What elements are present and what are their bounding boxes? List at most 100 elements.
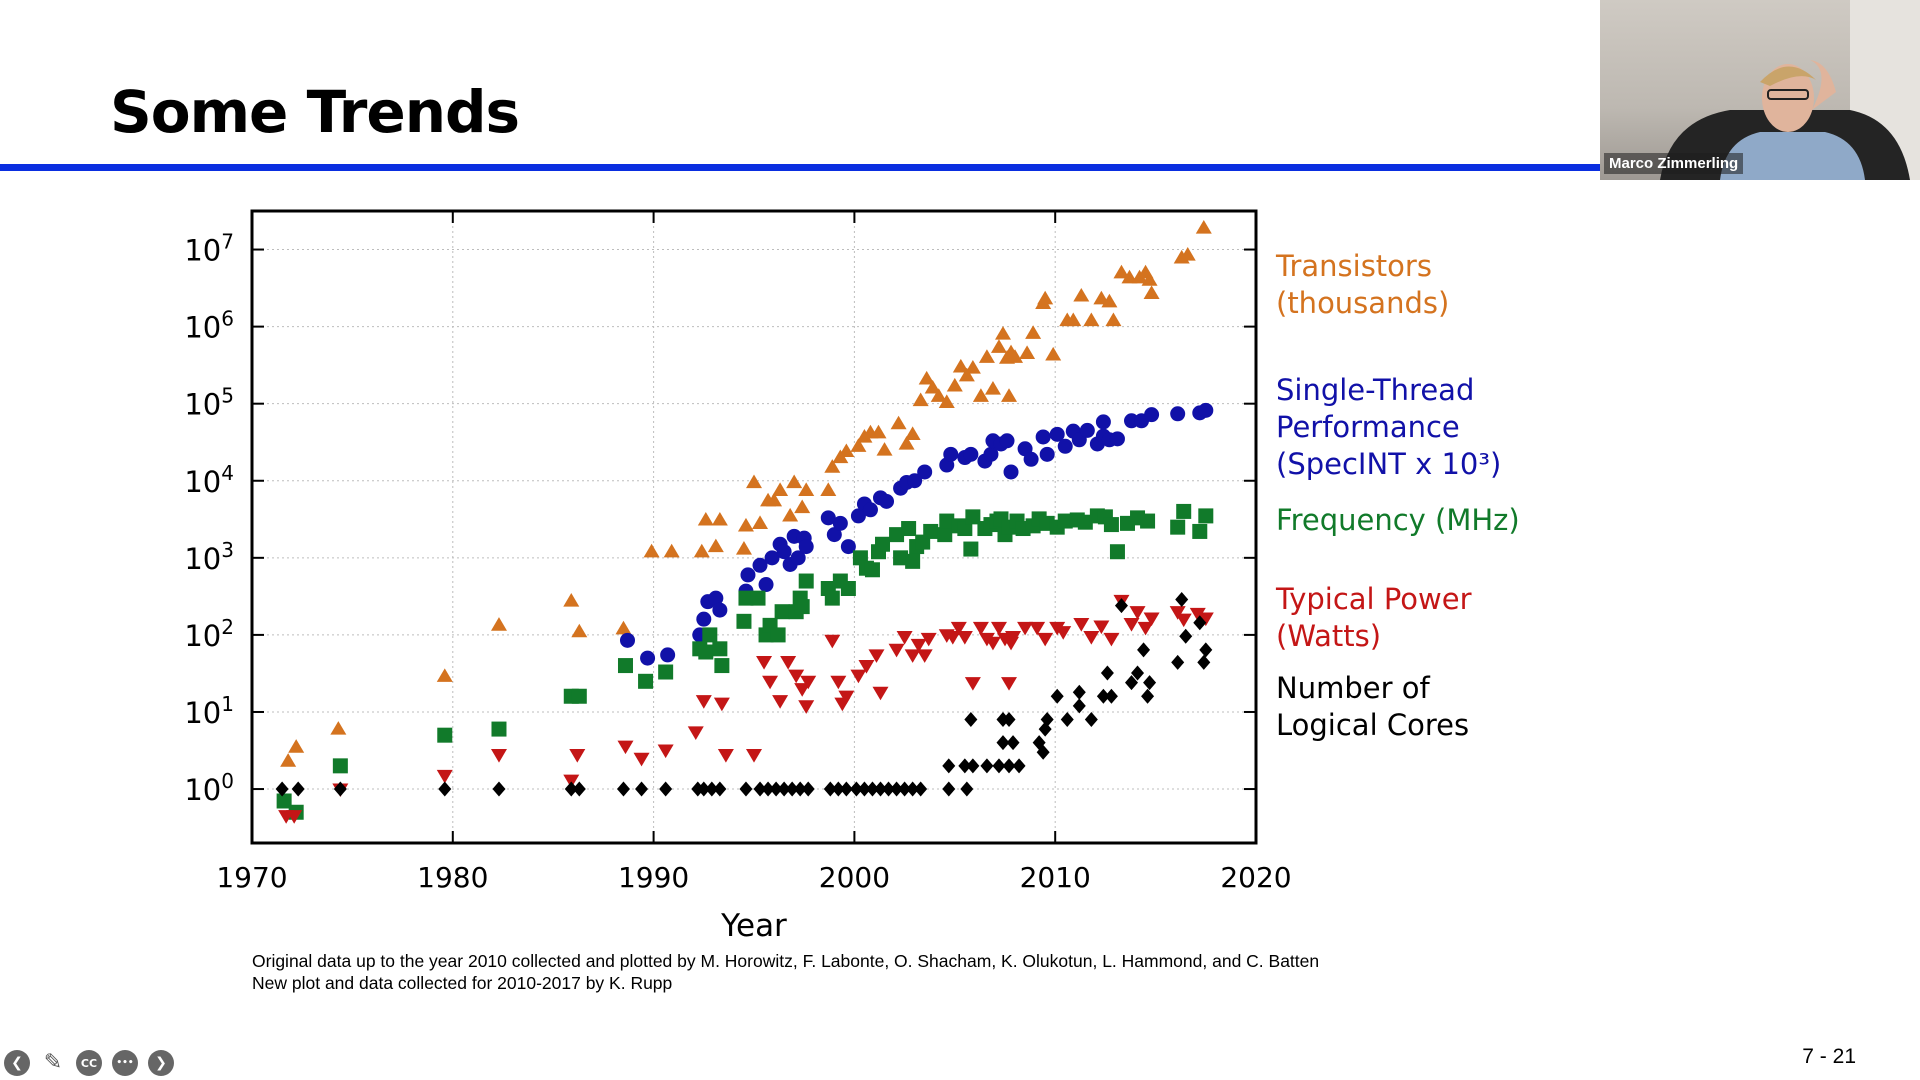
data-point (1189, 607, 1206, 622)
data-point (904, 426, 921, 440)
data-point (978, 349, 995, 363)
data-point (736, 613, 752, 629)
data-point (798, 573, 814, 589)
captions-icon[interactable]: CC (76, 1050, 102, 1076)
data-point (937, 527, 953, 543)
data-point (740, 567, 756, 583)
plot-frame (250, 209, 1258, 845)
data-point (708, 590, 724, 606)
next-icon[interactable]: ❯ (148, 1050, 174, 1076)
data-point (920, 632, 937, 647)
data-point (657, 744, 674, 759)
data-point (838, 690, 855, 705)
data-point (1049, 426, 1065, 442)
data-point (696, 611, 712, 627)
participant-video-tile[interactable]: Marco Zimmerling (1600, 0, 1920, 180)
data-point (698, 644, 714, 660)
data-point (826, 527, 842, 543)
data-point (939, 513, 955, 529)
data-point (832, 515, 848, 531)
pen-icon[interactable]: ✎ (43, 1050, 63, 1075)
data-point (275, 781, 289, 797)
data-point (780, 656, 797, 670)
data-point (753, 781, 767, 797)
data-point (291, 781, 305, 797)
data-point (918, 370, 935, 385)
data-point (1169, 606, 1186, 620)
data-point (1176, 503, 1192, 519)
data-point (865, 781, 879, 797)
data-point (1036, 744, 1050, 760)
data-point (1140, 513, 1156, 529)
data-point (490, 748, 507, 763)
data-point (1006, 735, 1020, 751)
data-point (1195, 220, 1212, 234)
data-point (914, 781, 928, 797)
more-icon[interactable]: ••• (112, 1050, 138, 1076)
data-point (746, 748, 762, 763)
data-point (1125, 675, 1139, 691)
data-point (1131, 665, 1145, 681)
page-number: 7 - 21 (1802, 1045, 1856, 1068)
data-point (901, 521, 917, 537)
data-point (1113, 264, 1130, 279)
data-point (638, 673, 654, 689)
data-point (1137, 642, 1151, 658)
data-point (906, 781, 920, 797)
data-point (713, 781, 727, 797)
data-point (1123, 618, 1140, 632)
data-point (707, 538, 724, 553)
data-point (1179, 628, 1193, 644)
data-point (840, 539, 856, 555)
data-point (1083, 631, 1100, 645)
data-point (563, 593, 580, 607)
data-point (1104, 688, 1118, 704)
data-point (950, 621, 967, 636)
data-point (893, 550, 909, 566)
data-point (1179, 246, 1196, 261)
data-point (1017, 621, 1034, 636)
data-point (879, 493, 895, 509)
series-3 (276, 503, 1214, 820)
data-point (1060, 711, 1074, 727)
data-point (1012, 758, 1026, 774)
legend-entry: Frequency (MHz) (1276, 503, 1520, 537)
data-point (564, 781, 578, 797)
data-point (964, 360, 981, 374)
data-point (705, 781, 719, 797)
data-point (824, 459, 841, 473)
data-point (1002, 711, 1016, 727)
data-point (758, 577, 774, 593)
x-tick-label: 1990 (618, 861, 689, 894)
data-point (794, 599, 810, 615)
data-point (839, 781, 853, 797)
series-2 (619, 402, 1214, 666)
data-point (1096, 688, 1110, 704)
data-point (957, 521, 973, 537)
data-point (1077, 514, 1093, 530)
data-point (868, 649, 885, 663)
prev-icon[interactable]: ❮ (4, 1050, 30, 1076)
data-point (800, 675, 817, 690)
data-point (888, 643, 905, 658)
data-point (643, 543, 660, 558)
data-point (633, 752, 650, 767)
data-point (1143, 285, 1160, 299)
data-point (785, 781, 799, 797)
data-point (1197, 654, 1211, 670)
credit-line-1: Original data up to the year 2010 collec… (252, 951, 1320, 971)
data-point (1109, 431, 1125, 447)
data-point (898, 781, 912, 797)
data-point (1192, 523, 1208, 539)
data-point (746, 474, 762, 489)
data-point (864, 562, 880, 578)
x-tick-label: 2000 (819, 861, 890, 894)
data-point (823, 781, 837, 797)
data-point (738, 590, 754, 606)
data-point (960, 781, 974, 797)
series-1 (280, 220, 1212, 767)
data-point (958, 758, 972, 774)
data-point (1143, 675, 1157, 691)
data-point (777, 781, 791, 797)
slide-title: Some Trends (110, 78, 520, 146)
